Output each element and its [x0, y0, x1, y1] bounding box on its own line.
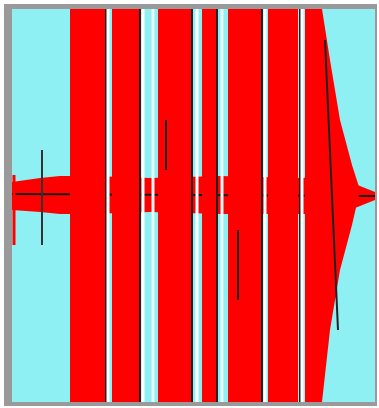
waveform-burst	[268, 9, 298, 402]
waveform-burst	[228, 9, 262, 402]
waveform-burst	[70, 9, 106, 402]
waveform-edge	[324, 39, 339, 331]
waveform-burst	[202, 9, 217, 402]
waveform-burst	[158, 9, 192, 402]
waveform-burst	[112, 9, 140, 402]
